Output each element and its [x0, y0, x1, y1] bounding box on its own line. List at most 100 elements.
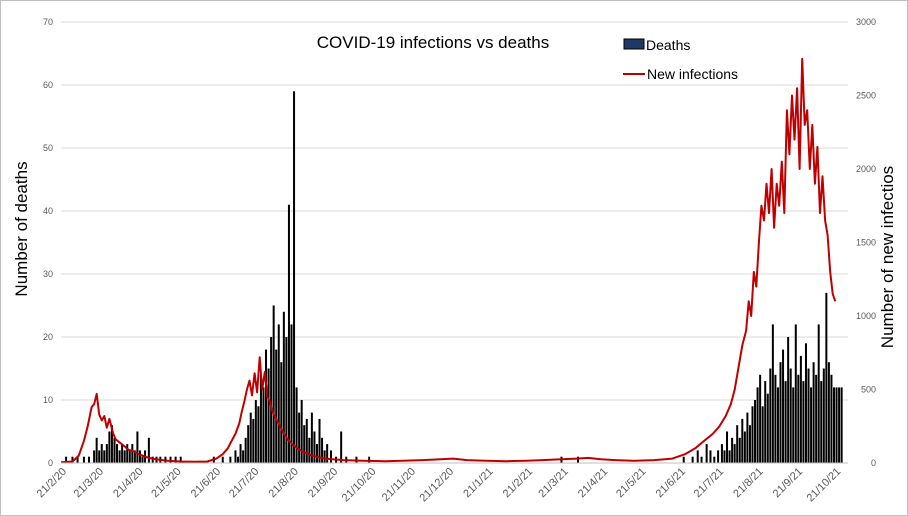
deaths-bar	[108, 431, 111, 463]
deaths-bar	[318, 418, 321, 463]
y-right-tick-label: 1000	[856, 311, 876, 321]
y-left-tick-label: 0	[48, 458, 53, 468]
deaths-bar	[272, 305, 275, 463]
y-right-tick-label: 3000	[856, 17, 876, 27]
y-left-tick-label: 20	[43, 332, 53, 342]
deaths-bar	[751, 406, 754, 463]
deaths-bar	[237, 456, 240, 463]
legend-deaths-swatch	[623, 38, 645, 50]
deaths-bar	[329, 450, 332, 463]
deaths-bar	[822, 368, 825, 463]
deaths-bar	[76, 456, 79, 463]
deaths-bar	[113, 437, 116, 463]
deaths-bar	[244, 437, 247, 463]
x-tick-label: 21/3/20	[72, 466, 106, 500]
legend: Deaths New infections	[623, 37, 738, 82]
deaths-bar	[830, 374, 833, 463]
deaths-bar	[116, 444, 119, 463]
deaths-bar	[696, 450, 699, 463]
deaths-bar	[789, 368, 792, 463]
gridlines	[61, 21, 848, 401]
y-right-tick-label: 1500	[856, 238, 876, 248]
deaths-bar	[267, 368, 270, 463]
x-tick-label: 21/9/20	[306, 466, 340, 500]
y-left-tick-label: 10	[43, 395, 53, 405]
x-tick-label: 21/4/21	[576, 466, 610, 500]
deaths-bar	[136, 431, 139, 463]
y-axis-left-title: Number of deaths	[12, 161, 31, 296]
deaths-bar	[709, 450, 712, 463]
deaths-bar	[249, 412, 252, 463]
deaths-bar	[794, 324, 797, 463]
deaths-bar	[326, 444, 329, 463]
right-axis-ticks: 0 500 1000 1500 2000 2500 3000	[856, 17, 876, 468]
deaths-bar	[169, 456, 172, 463]
deaths-bar	[252, 418, 255, 463]
deaths-bar	[754, 400, 757, 463]
deaths-bar	[262, 387, 265, 463]
deaths-bar	[131, 444, 134, 463]
deaths-bar	[713, 456, 716, 463]
deaths-bar	[118, 450, 121, 463]
deaths-bar	[759, 374, 762, 463]
deaths-bar	[835, 387, 838, 463]
deaths-bar	[100, 444, 103, 463]
deaths-bar	[810, 387, 813, 463]
x-tick-label: 21/7/20	[227, 466, 261, 500]
deaths-bar	[290, 324, 293, 463]
deaths-bar	[298, 412, 301, 463]
deaths-bar	[282, 311, 285, 463]
deaths-bar	[577, 456, 580, 463]
deaths-bar	[769, 368, 772, 463]
deaths-bar	[313, 431, 316, 463]
deaths-bar	[174, 456, 177, 463]
deaths-bar	[310, 412, 313, 463]
deaths-bar	[733, 444, 736, 463]
x-tick-label: 21/10/20	[340, 466, 379, 505]
deaths-bar	[270, 337, 273, 463]
x-tick-label: 21/10/21	[805, 466, 844, 505]
deaths-bar	[82, 456, 85, 463]
deaths-bar	[705, 444, 708, 463]
y-right-tick-label: 0	[871, 458, 876, 468]
deaths-bar	[774, 374, 777, 463]
legend-deaths-label: Deaths	[646, 37, 690, 53]
x-tick-label: 21/8/21	[731, 466, 765, 500]
deaths-bar	[321, 437, 324, 463]
y-left-tick-label: 40	[43, 206, 53, 216]
deaths-bar	[71, 456, 74, 463]
deaths-bar	[776, 387, 779, 463]
deaths-bar	[746, 412, 749, 463]
deaths-bar	[285, 337, 288, 463]
deaths-bar	[98, 450, 101, 463]
deaths-bar	[738, 437, 741, 463]
deaths-bar	[804, 343, 807, 463]
deaths-bar	[741, 418, 744, 463]
x-tick-label: 21/9/21	[771, 466, 805, 500]
deaths-bars	[65, 91, 843, 464]
deaths-bar	[743, 431, 746, 463]
y-left-tick-label: 60	[43, 80, 53, 90]
deaths-bar	[179, 456, 182, 463]
y-axis-right-title: Number of new infectios	[878, 166, 897, 348]
deaths-bar	[691, 456, 694, 463]
deaths-bar	[838, 387, 841, 463]
deaths-bar	[784, 381, 787, 463]
deaths-bar	[257, 406, 260, 463]
deaths-bar	[748, 425, 751, 463]
deaths-bar	[277, 324, 280, 463]
deaths-bar	[133, 450, 136, 463]
legend-new-infections-label: New infections	[647, 66, 738, 82]
deaths-bar	[308, 437, 311, 463]
x-tick-label: 21/4/20	[111, 466, 145, 500]
new-infections-line	[60, 57, 837, 464]
deaths-bar	[103, 450, 106, 463]
deaths-bar	[305, 418, 308, 463]
x-tick-label: 21/12/20	[417, 466, 456, 505]
deaths-bar	[764, 381, 767, 463]
deaths-bar	[682, 456, 685, 463]
deaths-bar	[827, 362, 830, 463]
deaths-bar	[802, 381, 805, 463]
deaths-bar	[812, 362, 815, 463]
